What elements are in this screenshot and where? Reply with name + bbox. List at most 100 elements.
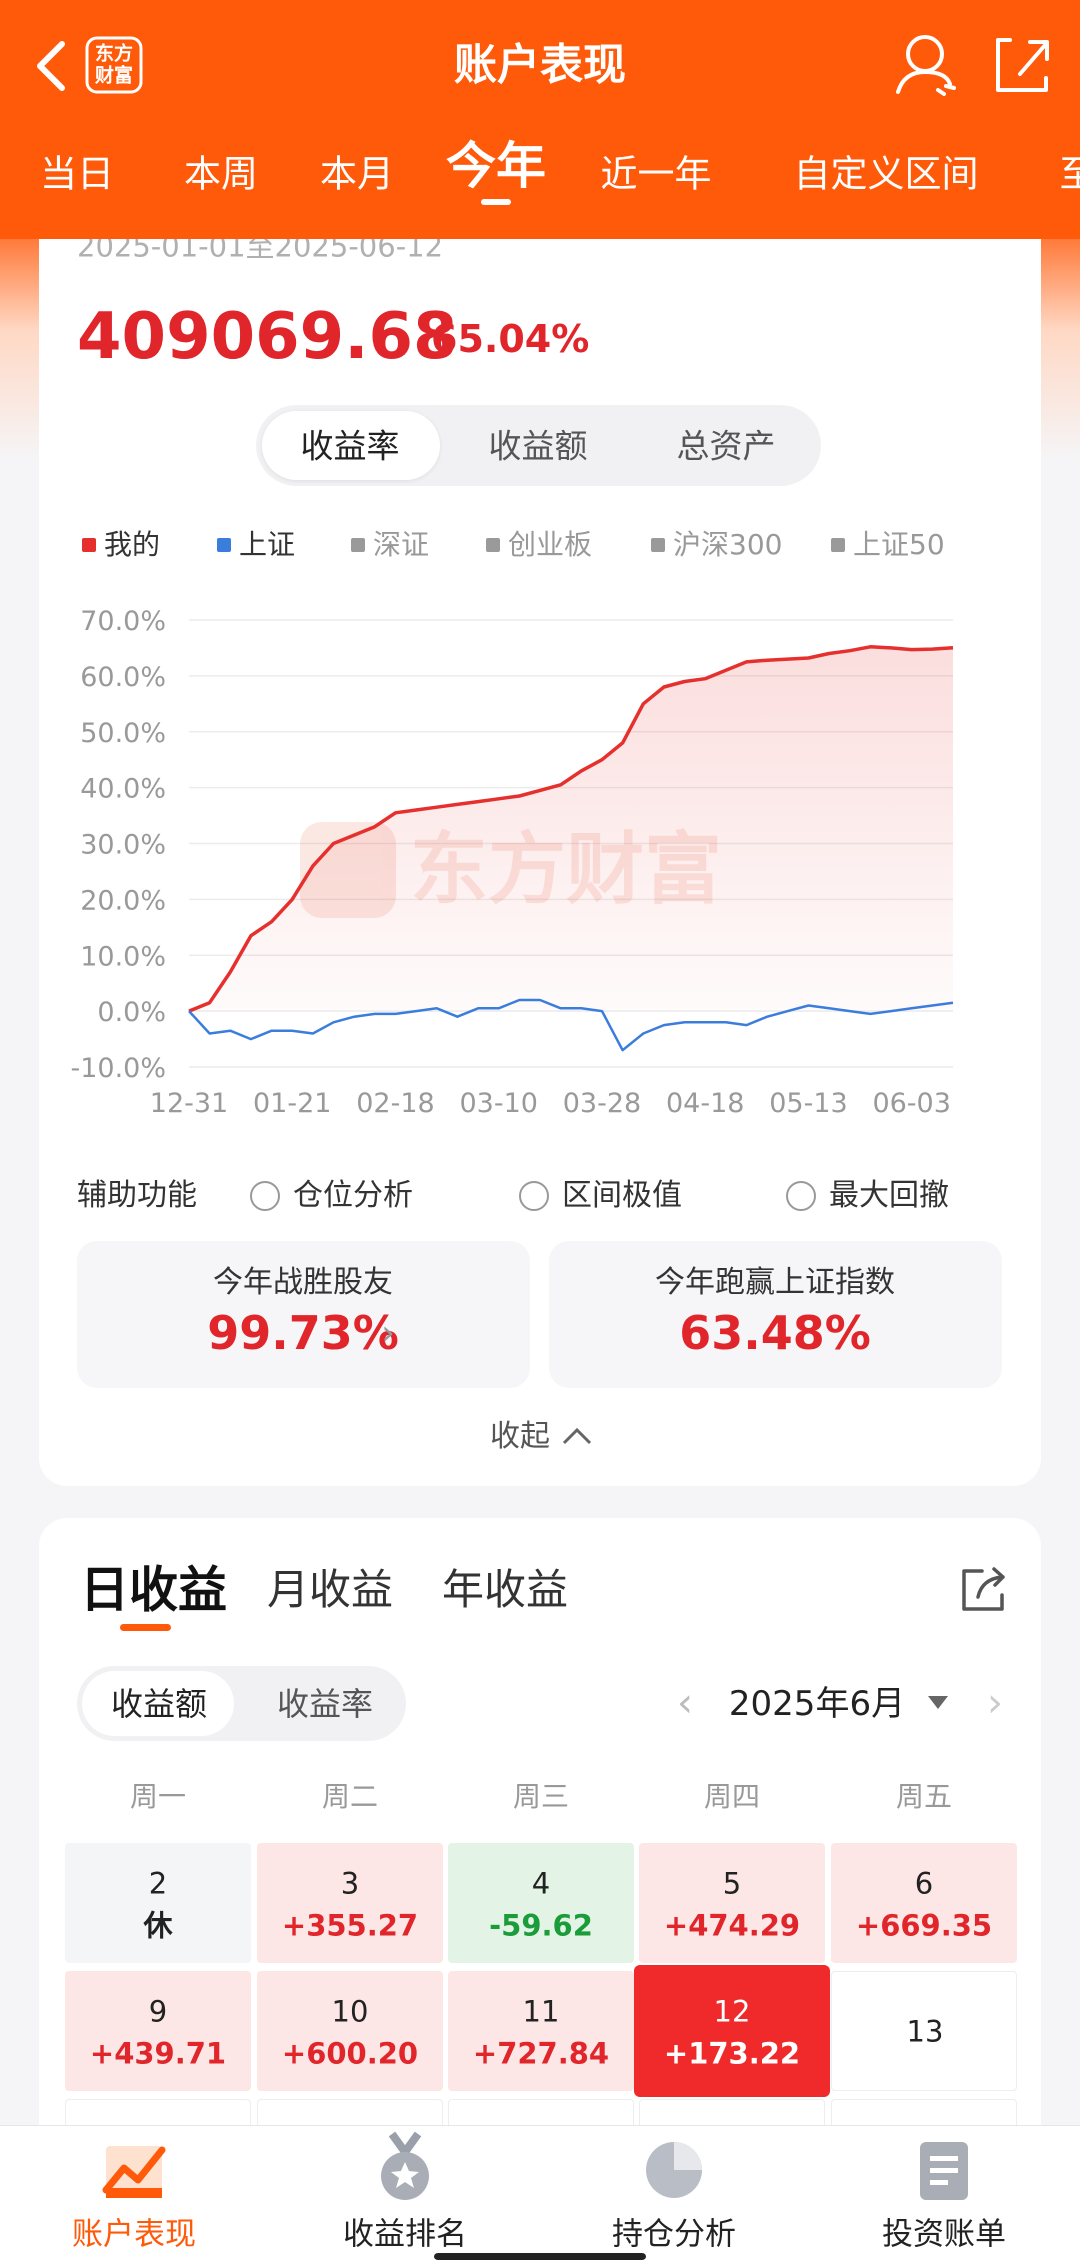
legend-label[interactable]: 上证 bbox=[239, 528, 296, 561]
nav-label[interactable]: 持仓分析 bbox=[612, 2216, 736, 2253]
calendar-cell[interactable]: 6 +669.35 bbox=[831, 1843, 1017, 1963]
bottom-nav: 账户表现 收益排名 持仓分析 投资账单 bbox=[0, 2125, 1080, 2266]
period-tab[interactable]: 本月 bbox=[320, 152, 394, 196]
mode-option[interactable]: 总资产 bbox=[676, 426, 776, 466]
daily-tab[interactable]: 日收益 bbox=[80, 1561, 228, 1619]
toggle-option[interactable]: 收益率 bbox=[276, 1685, 374, 1723]
period-tab[interactable]: 今年 bbox=[446, 137, 546, 195]
nav-label[interactable]: 收益排名 bbox=[343, 2216, 467, 2253]
month-label[interactable]: 2025年6月 bbox=[728, 1684, 906, 1724]
stat-value: 63.48% bbox=[679, 1306, 871, 1360]
tool-option[interactable]: 最大回撤 bbox=[829, 1178, 949, 1213]
weekday: 周一 bbox=[129, 1780, 187, 1813]
stat-arrow[interactable]: › bbox=[381, 1313, 395, 1353]
daily-tab[interactable]: 年收益 bbox=[442, 1565, 569, 1614]
back-icon[interactable] bbox=[37, 41, 65, 91]
legend-swatch bbox=[351, 538, 365, 552]
cell-day: 5 bbox=[722, 1866, 742, 1901]
period-tab[interactable]: 当日 bbox=[40, 152, 114, 196]
tools-label: 辅助功能 bbox=[77, 1178, 197, 1213]
collapse-icon[interactable] bbox=[562, 1426, 592, 1446]
x-tick-label: 03-10 bbox=[459, 1088, 537, 1119]
month-prev[interactable]: ‹ bbox=[677, 1680, 693, 1726]
radio[interactable] bbox=[519, 1181, 549, 1211]
period-tab[interactable]: 自定义区间 bbox=[793, 152, 979, 196]
y-tick-label: 50.0% bbox=[80, 718, 166, 749]
collapse[interactable]: 收起 bbox=[490, 1419, 550, 1454]
legend-swatch bbox=[217, 538, 231, 552]
cell-value: +474.29 bbox=[663, 1908, 801, 1943]
nav-icon-ranking[interactable] bbox=[381, 2131, 429, 2200]
cell-day: 3 bbox=[340, 1866, 360, 1901]
cell-day: 11 bbox=[522, 1994, 560, 2029]
radio[interactable] bbox=[786, 1181, 816, 1211]
month-next[interactable]: › bbox=[987, 1680, 1003, 1726]
legend-label[interactable]: 我的 bbox=[104, 528, 161, 561]
y-tick-label: 0.0% bbox=[97, 997, 166, 1028]
x-tick-label: 04-18 bbox=[666, 1088, 744, 1119]
nav-label[interactable]: 投资账单 bbox=[882, 2216, 1006, 2253]
period-tab[interactable]: 至 bbox=[1059, 152, 1080, 196]
calendar-cell[interactable]: 5 +474.29 bbox=[639, 1843, 825, 1963]
period-tab[interactable]: 本周 bbox=[184, 152, 258, 196]
y-tick-label: 40.0% bbox=[80, 774, 166, 805]
legend-swatch bbox=[651, 538, 665, 552]
calendar-cell[interactable]: 3 +355.27 bbox=[257, 1843, 443, 1963]
cell-value: +439.71 bbox=[89, 2036, 227, 2071]
weekday: 周三 bbox=[512, 1780, 570, 1813]
cell-day: 2 bbox=[148, 1866, 168, 1901]
cell-value: +173.22 bbox=[663, 2036, 801, 2071]
cell-value: +600.20 bbox=[281, 2036, 419, 2071]
legend-label[interactable]: 深证 bbox=[373, 528, 430, 561]
logo-text: 东方 bbox=[94, 42, 134, 65]
tool-option[interactable]: 区间极值 bbox=[562, 1178, 682, 1213]
daily-tab-underline bbox=[120, 1624, 171, 1631]
cell-day: 12 bbox=[713, 1994, 751, 2029]
nav-icon-bill[interactable] bbox=[920, 2142, 968, 2200]
period-tab[interactable]: 近一年 bbox=[600, 152, 712, 196]
mode-option[interactable]: 收益额 bbox=[488, 426, 588, 466]
x-tick-label: 05-13 bbox=[769, 1088, 847, 1119]
x-tick-label: 12-31 bbox=[150, 1088, 228, 1119]
stat-card: 今年跑赢上证指数 63.48% bbox=[549, 1241, 1002, 1388]
nav-label[interactable]: 账户表现 bbox=[72, 2216, 196, 2253]
header: 账户表现 东方 财富 当日 本周 本月 今年 近一年 自定义区间 至 bbox=[0, 0, 1080, 239]
cell-value: 休 bbox=[143, 1908, 173, 1943]
toggle-option[interactable]: 收益额 bbox=[110, 1685, 208, 1723]
cell-value: +669.35 bbox=[855, 1908, 993, 1943]
chart: -10.0% 0.0% 10.0% 20.0% 30.0% 40.0% 50.0% 60.0%… bbox=[70, 606, 954, 1119]
mode-active bbox=[262, 411, 440, 480]
calendar-cell[interactable]: 4 -59.62 bbox=[448, 1843, 634, 1963]
calendar-cell[interactable]: 10 +600.20 bbox=[257, 1971, 443, 2091]
weekday: 周二 bbox=[321, 1780, 379, 1813]
header-icons bbox=[37, 35, 1049, 205]
legend-label[interactable]: 上证50 bbox=[853, 528, 945, 561]
cell-value: +355.27 bbox=[281, 1908, 419, 1943]
radio[interactable] bbox=[250, 1181, 280, 1211]
header-title: 账户表现 bbox=[454, 40, 626, 91]
daily-tab[interactable]: 月收益 bbox=[267, 1565, 394, 1614]
mode-option[interactable]: 收益率 bbox=[300, 426, 400, 466]
user-icon[interactable] bbox=[896, 35, 956, 96]
daily-share-icon[interactable] bbox=[960, 1565, 1010, 1615]
stat-label: 今年战胜股友 bbox=[213, 1265, 393, 1300]
weekday: 周四 bbox=[703, 1780, 761, 1813]
calendar-cell[interactable]: 9 +439.71 bbox=[65, 1971, 251, 2091]
calendar-cell[interactable]: 12 +173.22 bbox=[634, 1965, 830, 2097]
nav-icon-holdings[interactable] bbox=[646, 2142, 702, 2198]
cell-day: 4 bbox=[531, 1866, 551, 1901]
tab-underline bbox=[481, 199, 511, 205]
calendar-cell[interactable]: 13 bbox=[831, 1971, 1017, 2091]
legend-label[interactable]: 沪深300 bbox=[673, 528, 783, 561]
nav-icon-performance[interactable] bbox=[102, 2146, 166, 2198]
share-icon[interactable] bbox=[996, 38, 1049, 92]
calendar-cell[interactable]: 11 +727.84 bbox=[448, 1971, 634, 2091]
cell-value: +727.84 bbox=[472, 2036, 610, 2071]
tool-option[interactable]: 仓位分析 bbox=[293, 1178, 413, 1213]
month-dropdown[interactable] bbox=[928, 1696, 948, 1709]
legend-label[interactable]: 创业板 bbox=[508, 528, 593, 561]
toggle-active bbox=[82, 1671, 234, 1736]
y-tick-label: 30.0% bbox=[80, 830, 166, 861]
x-tick-label: 01-21 bbox=[253, 1088, 331, 1119]
